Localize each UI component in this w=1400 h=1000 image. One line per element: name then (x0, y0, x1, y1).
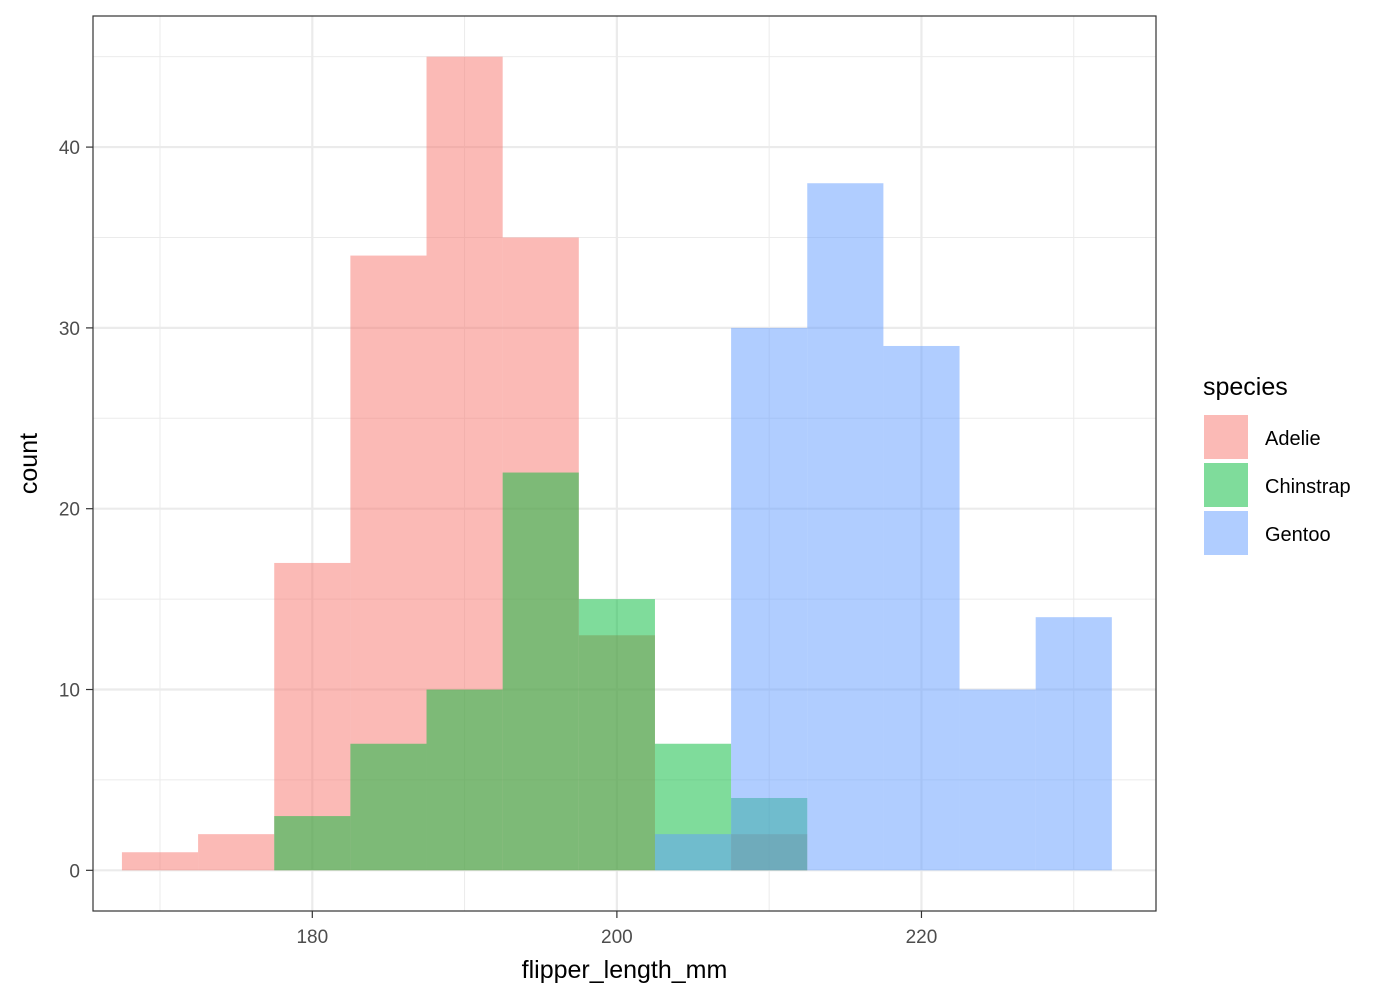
y-tick-label: 30 (59, 319, 80, 340)
x-tick-label: 180 (296, 927, 328, 948)
histogram-bar (198, 834, 275, 871)
y-axis: 0 10 20 30 40 (59, 138, 93, 882)
histogram-bar (274, 816, 351, 871)
plot-panel-border (92, 15, 1157, 912)
histogram-bar (654, 834, 732, 871)
histogram-bar (578, 599, 655, 871)
x-axis: 180 200 220 (296, 911, 937, 948)
histogram-bar (731, 327, 808, 871)
legend-swatch (1204, 463, 1248, 507)
x-tick-label: 220 (906, 927, 938, 948)
y-tick-label: 0 (69, 861, 80, 882)
legend: species Adelie Chinstrap Gentoo (1203, 373, 1351, 555)
series-gentoo (654, 183, 1112, 871)
legend-item-chinstrap: Chinstrap (1204, 463, 1351, 507)
histogram-bar (807, 183, 884, 871)
legend-item-gentoo: Gentoo (1204, 511, 1331, 555)
histogram-bar (426, 689, 503, 871)
histogram-bar (121, 852, 199, 871)
legend-label: Gentoo (1265, 524, 1331, 546)
x-tick-label: 200 (601, 927, 633, 948)
histogram-bar (883, 345, 960, 871)
y-tick-label: 10 (59, 681, 80, 702)
histogram-bars (121, 56, 1112, 871)
y-axis-title: count (15, 433, 43, 494)
legend-swatch (1204, 415, 1248, 459)
legend-item-adelie: Adelie (1204, 415, 1321, 459)
histogram-bar (959, 689, 1036, 871)
legend-label: Chinstrap (1265, 476, 1351, 498)
legend-title: species (1203, 373, 1288, 401)
histogram-bar (1035, 617, 1112, 871)
y-tick-label: 40 (59, 138, 80, 159)
histogram-bar (502, 472, 579, 871)
legend-label: Adelie (1265, 428, 1321, 450)
y-tick-label: 20 (59, 500, 80, 521)
histogram-bar (350, 743, 427, 871)
legend-items: Adelie Chinstrap Gentoo (1204, 415, 1351, 555)
legend-swatch (1204, 511, 1248, 555)
x-axis-title: flipper_length_mm (522, 956, 728, 984)
